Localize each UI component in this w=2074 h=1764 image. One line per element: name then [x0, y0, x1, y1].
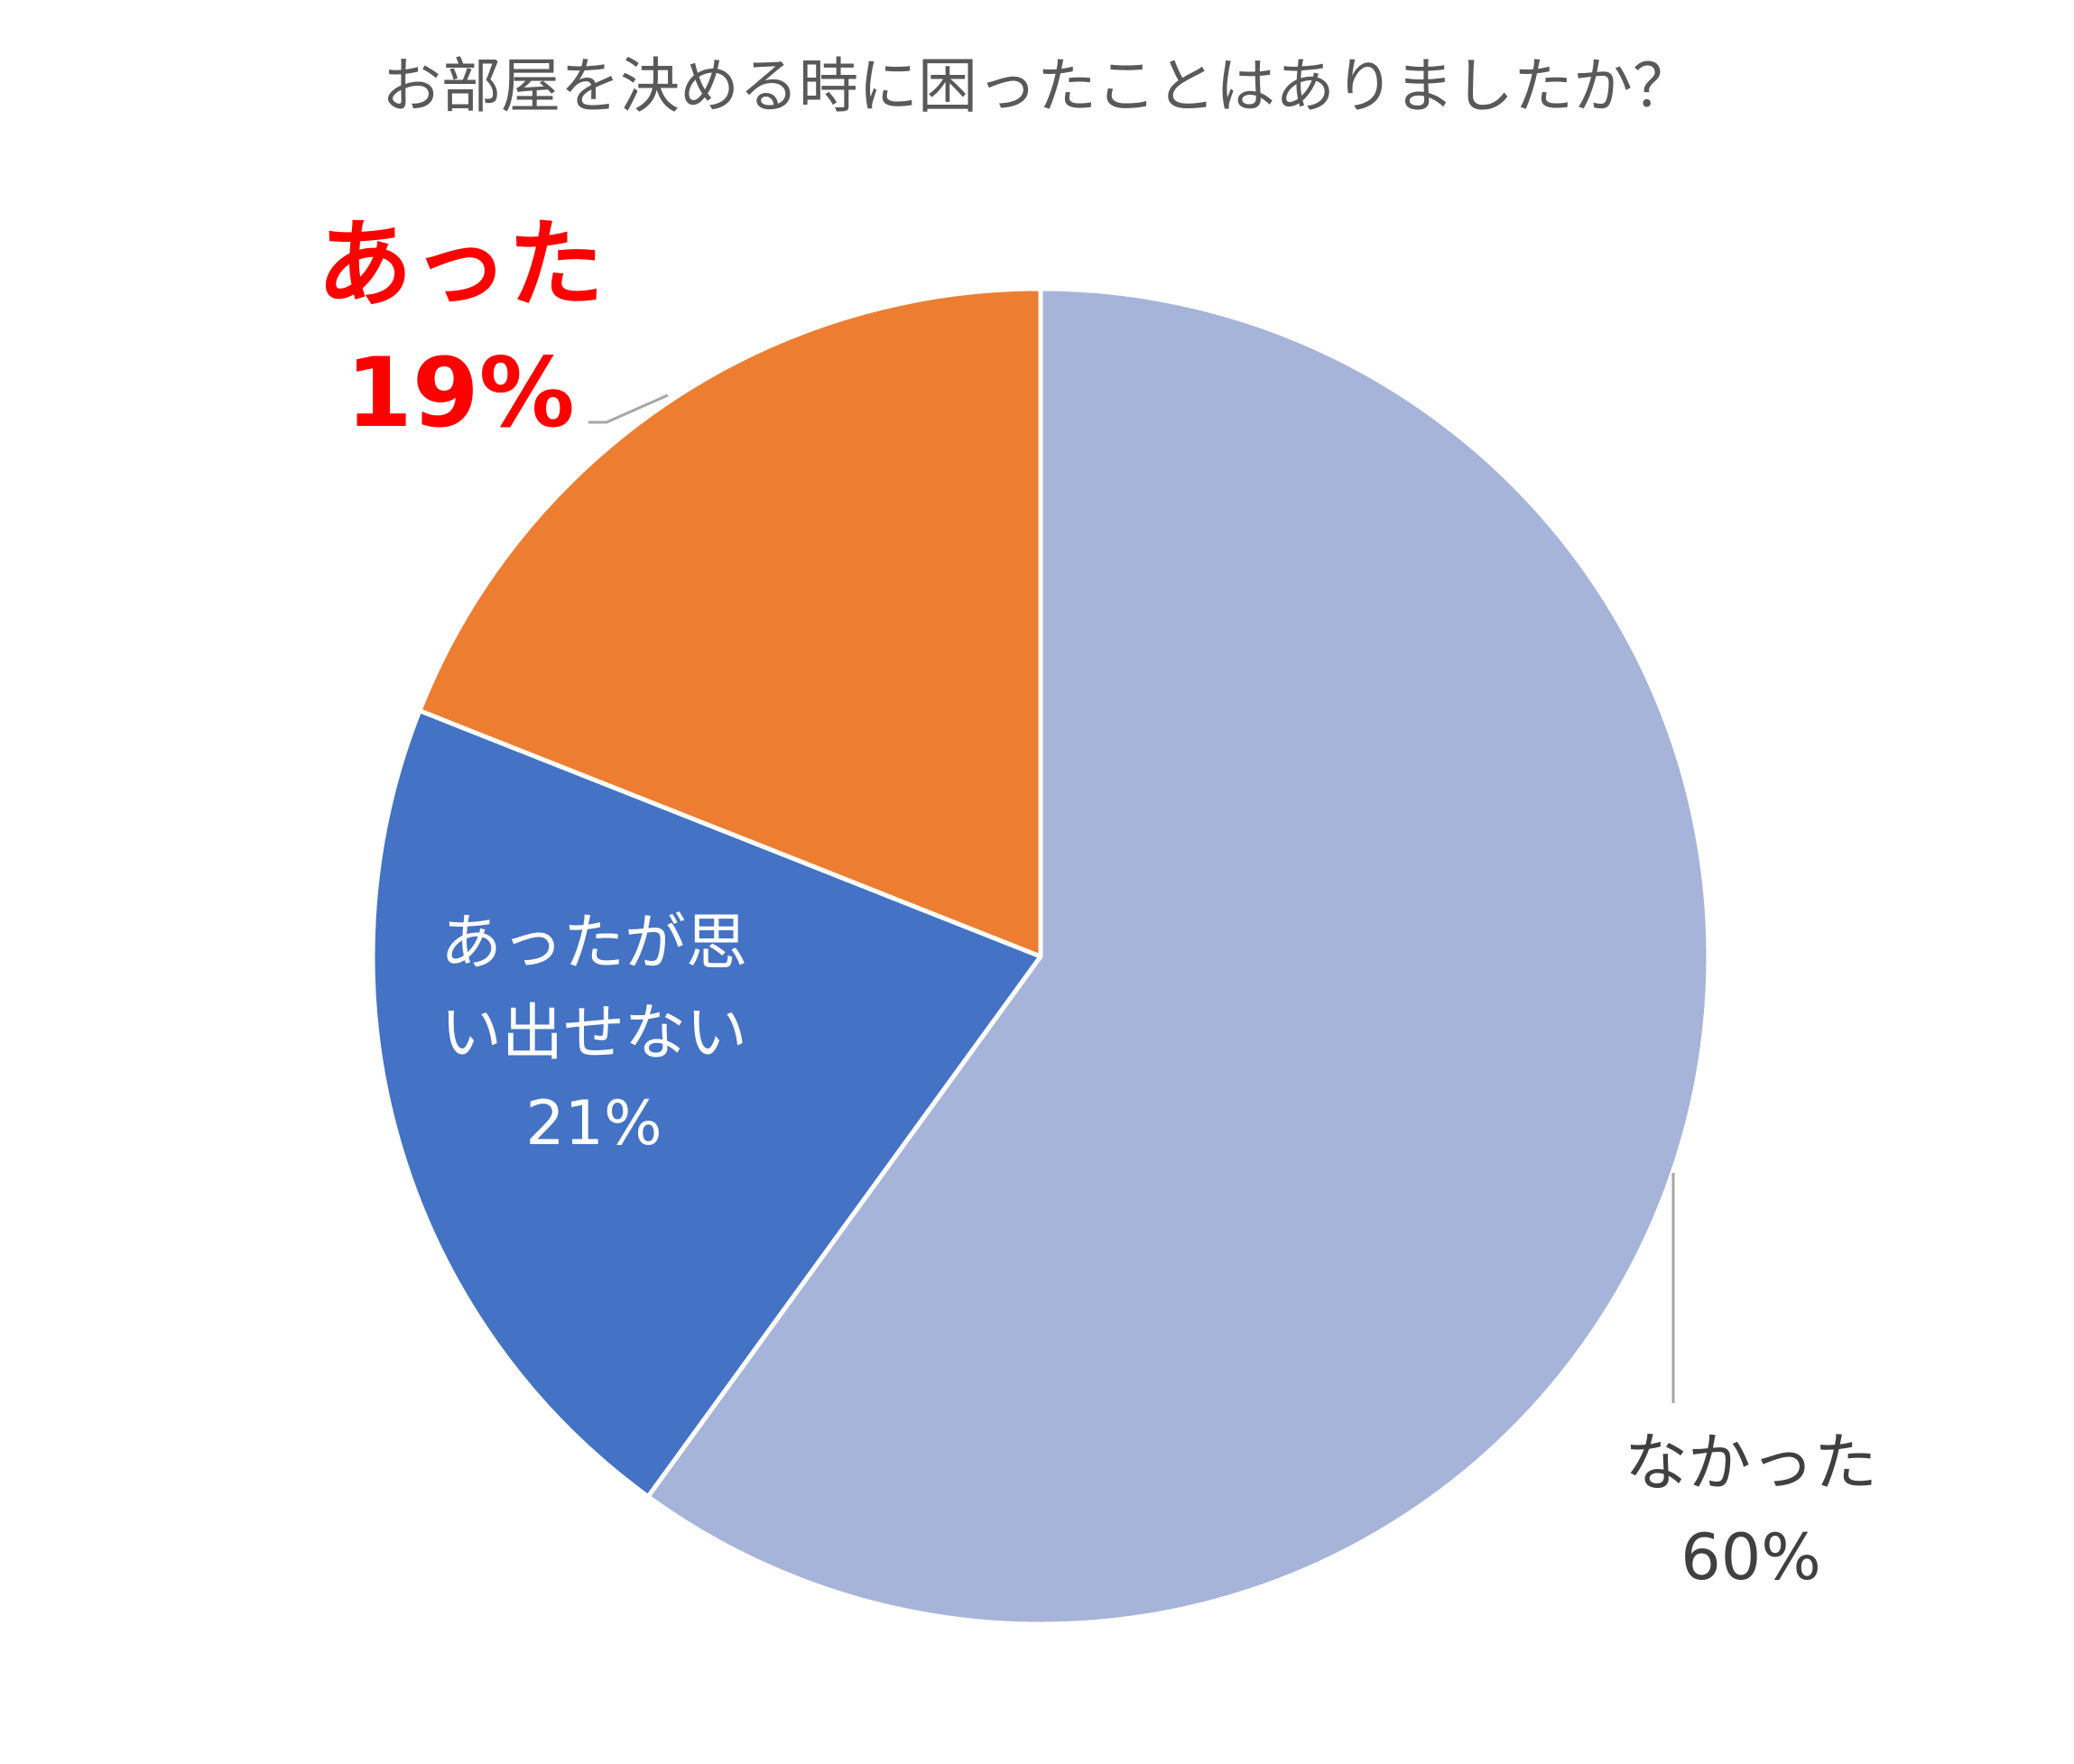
slice-value-nakatta: 60% [1680, 1520, 1821, 1594]
chart-title: お部屋を決める時に困ったことはありましたか？ [382, 51, 1692, 121]
slice-label-nakatta: なかった [1625, 1426, 1877, 1500]
pie-slice-omoidasenai [370, 708, 1043, 1500]
slice-category-nakatta: なかった [1625, 1426, 1877, 1500]
slice-label-omoidasenai-line2: い出せない [440, 998, 747, 1069]
leader-line-atta [588, 393, 669, 424]
pie-slice-atta [417, 286, 1043, 959]
slice-value-atta: 19% [346, 337, 575, 448]
slice-label-omoidasenai-line1: あったが思 [440, 908, 747, 979]
pie-slices [370, 286, 1711, 1627]
pie-slice-nakatta [645, 286, 1711, 1627]
slice-label-atta: あった [317, 209, 604, 320]
slice-value-omoidasenai: 21% [525, 1088, 662, 1159]
